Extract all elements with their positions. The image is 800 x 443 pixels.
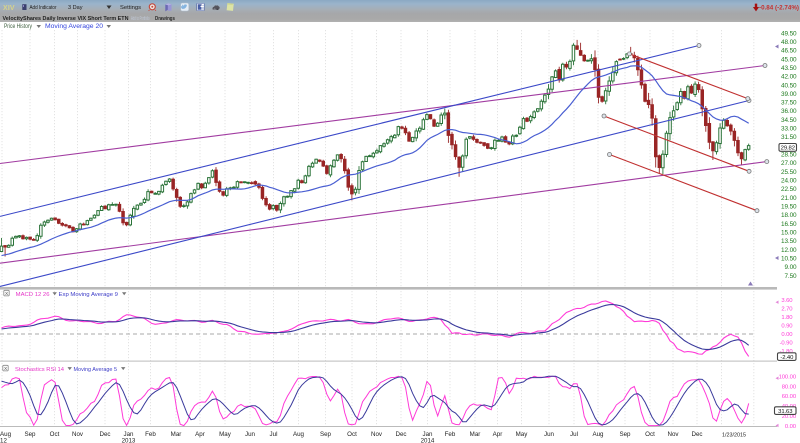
svg-text:Apr: Apr bbox=[195, 431, 205, 438]
svg-text:VelocityShares Daily Inverse V: VelocityShares Daily Inverse VIX Short T… bbox=[3, 16, 129, 22]
svg-text:22.50: 22.50 bbox=[781, 186, 797, 193]
svg-text:31.63: 31.63 bbox=[778, 409, 793, 415]
svg-text:Jun: Jun bbox=[245, 431, 256, 438]
svg-text:Mar: Mar bbox=[171, 431, 182, 438]
svg-text:Add Indicator: Add Indicator bbox=[30, 5, 57, 11]
svg-text:Nov: Nov bbox=[371, 431, 383, 438]
svg-text:15.00: 15.00 bbox=[781, 230, 797, 237]
svg-text:49.50: 49.50 bbox=[781, 30, 797, 37]
svg-text:27.00: 27.00 bbox=[781, 160, 797, 167]
svg-text:Exp Moving Average 9: Exp Moving Average 9 bbox=[59, 292, 119, 298]
svg-text:28.50: 28.50 bbox=[781, 152, 797, 159]
svg-text:3 Day: 3 Day bbox=[68, 5, 83, 11]
svg-text:36.00: 36.00 bbox=[781, 108, 797, 115]
svg-text:3.60: 3.60 bbox=[781, 298, 793, 304]
svg-text:13.50: 13.50 bbox=[781, 238, 797, 245]
svg-text:May: May bbox=[219, 431, 232, 438]
svg-text:21.00: 21.00 bbox=[781, 195, 797, 202]
svg-text:Aug: Aug bbox=[0, 431, 12, 438]
svg-text:46.50: 46.50 bbox=[781, 48, 797, 55]
svg-text:-0.90: -0.90 bbox=[780, 341, 794, 347]
svg-text:20.00: 20.00 bbox=[782, 414, 797, 420]
svg-text:Dec: Dec bbox=[99, 431, 110, 438]
svg-text:12.00: 12.00 bbox=[781, 247, 797, 254]
svg-text:Oct: Oct bbox=[50, 431, 60, 438]
svg-text:18.00: 18.00 bbox=[781, 212, 797, 219]
svg-text:37.50: 37.50 bbox=[781, 100, 797, 107]
svg-text:29.82: 29.82 bbox=[781, 146, 795, 152]
svg-text:1/23/2015: 1/23/2015 bbox=[722, 433, 746, 439]
svg-text:100.00: 100.00 bbox=[779, 375, 797, 381]
svg-text:2013: 2013 bbox=[122, 438, 136, 443]
svg-text:Mar: Mar bbox=[470, 431, 481, 438]
svg-text:9.00: 9.00 bbox=[784, 264, 797, 271]
svg-text:-1.80: -1.80 bbox=[780, 349, 794, 355]
svg-text:Add to Portfolio: Add to Portfolio bbox=[131, 16, 150, 22]
svg-text:7.50: 7.50 bbox=[784, 273, 797, 280]
svg-text:Stochastics RSI 14: Stochastics RSI 14 bbox=[15, 367, 64, 373]
svg-text:Sep: Sep bbox=[24, 431, 36, 438]
svg-text:Oct: Oct bbox=[645, 431, 655, 438]
svg-text:-2.40: -2.40 bbox=[780, 355, 794, 361]
svg-text:May: May bbox=[516, 431, 529, 438]
svg-text:Dec: Dec bbox=[395, 431, 406, 438]
svg-text:39.00: 39.00 bbox=[781, 91, 797, 98]
svg-text:Moving Average 5: Moving Average 5 bbox=[74, 367, 118, 373]
svg-text:X: X bbox=[4, 366, 8, 372]
svg-text:31.50: 31.50 bbox=[781, 134, 797, 141]
svg-text:Aug: Aug bbox=[293, 431, 305, 438]
svg-text:10.50: 10.50 bbox=[781, 256, 797, 263]
svg-text:80.00: 80.00 bbox=[782, 384, 797, 390]
svg-text:40.50: 40.50 bbox=[781, 82, 797, 89]
svg-text:0.00: 0.00 bbox=[785, 424, 797, 430]
svg-text:Dec: Dec bbox=[691, 431, 702, 438]
svg-text:-0.84 (-2.74%): -0.84 (-2.74%) bbox=[759, 6, 799, 12]
svg-text:33.00: 33.00 bbox=[781, 126, 797, 133]
svg-text:Jul: Jul bbox=[570, 431, 578, 438]
svg-text:2014: 2014 bbox=[421, 438, 435, 443]
svg-text:42.00: 42.00 bbox=[781, 74, 797, 81]
svg-text:Nov: Nov bbox=[667, 431, 679, 438]
svg-text:2.70: 2.70 bbox=[781, 307, 793, 313]
svg-text:Feb: Feb bbox=[145, 431, 156, 438]
svg-text:Sep: Sep bbox=[619, 431, 631, 438]
svg-text:34.50: 34.50 bbox=[781, 117, 797, 124]
svg-text:0.00: 0.00 bbox=[781, 332, 793, 338]
svg-text:Jul: Jul bbox=[270, 431, 278, 438]
svg-text:45.00: 45.00 bbox=[781, 56, 797, 63]
svg-text:25.50: 25.50 bbox=[781, 169, 797, 176]
svg-text:Moving Average 20: Moving Average 20 bbox=[45, 24, 104, 30]
svg-text:43.50: 43.50 bbox=[781, 65, 797, 72]
svg-text:Jun: Jun bbox=[544, 431, 555, 438]
svg-text:Jan: Jan bbox=[124, 431, 135, 438]
svg-text:Sep: Sep bbox=[320, 431, 332, 438]
svg-text:XIV: XIV bbox=[3, 5, 15, 12]
svg-text:Price History: Price History bbox=[4, 24, 32, 30]
svg-text:Aug: Aug bbox=[592, 431, 604, 438]
svg-text:1.80: 1.80 bbox=[781, 315, 793, 321]
svg-text:Feb: Feb bbox=[445, 431, 456, 438]
svg-text:12: 12 bbox=[0, 438, 7, 443]
svg-text:19.50: 19.50 bbox=[781, 204, 797, 211]
svg-text:X: X bbox=[5, 291, 9, 297]
svg-text:Apr: Apr bbox=[493, 431, 503, 438]
svg-text:16.50: 16.50 bbox=[781, 221, 797, 228]
svg-text:60.00: 60.00 bbox=[782, 394, 797, 400]
svg-text:Drawings: Drawings bbox=[155, 16, 175, 22]
svg-text:Jan: Jan bbox=[423, 431, 434, 438]
svg-text:48.00: 48.00 bbox=[781, 39, 797, 46]
svg-text:MACD 12 26: MACD 12 26 bbox=[16, 292, 50, 298]
svg-text:Nov: Nov bbox=[72, 431, 84, 438]
svg-text:24.00: 24.00 bbox=[781, 178, 797, 185]
svg-text:Settings: Settings bbox=[120, 5, 141, 11]
svg-text:Oct: Oct bbox=[347, 431, 357, 438]
svg-text:0.90: 0.90 bbox=[781, 324, 793, 330]
